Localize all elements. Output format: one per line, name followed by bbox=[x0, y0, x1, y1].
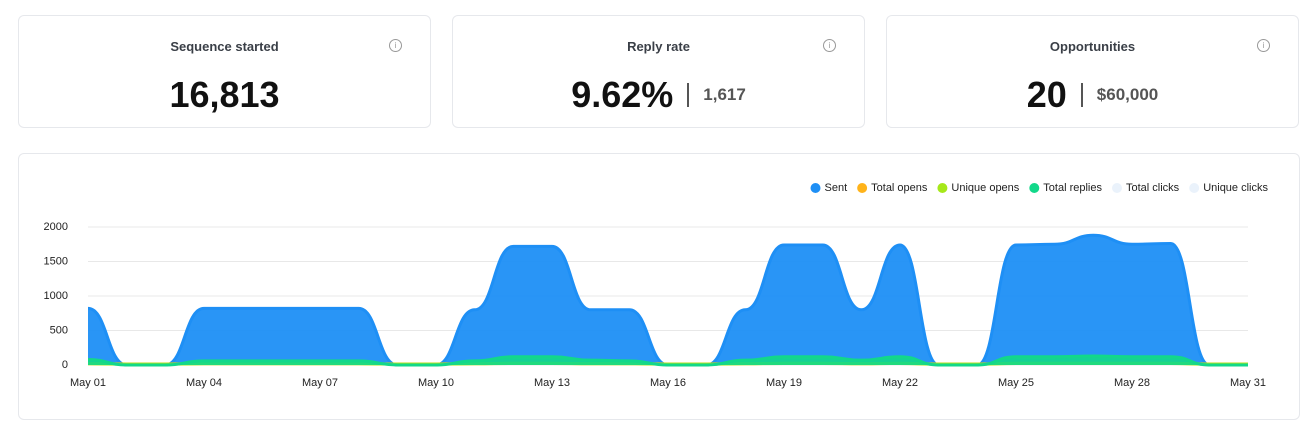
separator bbox=[1080, 83, 1083, 107]
legend-swatch bbox=[857, 183, 868, 193]
x-tick-label: May 28 bbox=[1114, 377, 1150, 389]
card-secondary: 1,617 bbox=[703, 85, 746, 104]
y-tick-label: 1000 bbox=[44, 290, 68, 302]
card-secondary: $60,000 bbox=[1096, 85, 1159, 104]
y-tick-label: 1500 bbox=[44, 255, 68, 267]
y-tick-label: 500 bbox=[50, 324, 68, 336]
kpi-card: Opportunities i 20 $60,000 bbox=[886, 15, 1299, 128]
separator bbox=[687, 83, 690, 107]
card-title: Opportunities bbox=[1049, 39, 1136, 54]
legend-label: Total replies bbox=[1043, 182, 1102, 194]
x-tick-label: May 07 bbox=[302, 377, 338, 389]
y-tick-label: 2000 bbox=[44, 221, 68, 233]
legend-swatch bbox=[1029, 183, 1040, 193]
y-tick-label: 0 bbox=[62, 359, 68, 371]
x-tick-label: May 01 bbox=[70, 377, 106, 389]
legend-label: Unique clicks bbox=[1203, 182, 1268, 194]
x-tick-label: May 04 bbox=[186, 377, 222, 389]
info-icon[interactable]: i bbox=[1257, 39, 1270, 52]
x-tick-label: May 31 bbox=[1230, 377, 1266, 389]
card-title: Sequence started bbox=[170, 39, 279, 54]
legend-label: Total clicks bbox=[1126, 182, 1180, 194]
chart-card bbox=[18, 153, 1300, 420]
card-value: 9.62% bbox=[571, 74, 674, 115]
legend-swatch bbox=[937, 183, 948, 193]
legend-label: Total opens bbox=[871, 182, 928, 194]
info-icon[interactable]: i bbox=[389, 39, 402, 52]
legend-label: Unique opens bbox=[951, 182, 1019, 194]
legend-swatch bbox=[810, 183, 821, 193]
x-tick-label: May 13 bbox=[534, 377, 570, 389]
x-tick-label: May 10 bbox=[418, 377, 454, 389]
x-tick-label: May 25 bbox=[998, 377, 1034, 389]
legend-swatch bbox=[1189, 183, 1200, 193]
legend-swatch bbox=[1112, 183, 1122, 193]
kpi-card: Sequence started i 16,813 bbox=[18, 15, 431, 128]
card-value: 16,813 bbox=[169, 74, 280, 115]
card-title: Reply rate bbox=[627, 39, 690, 54]
info-icon[interactable]: i bbox=[823, 39, 836, 52]
card-value: 20 bbox=[1026, 74, 1067, 115]
kpi-card: Reply rate i 9.62% 1,617 bbox=[452, 15, 865, 128]
x-tick-label: May 22 bbox=[882, 377, 918, 389]
x-tick-label: May 19 bbox=[766, 377, 802, 389]
area-line bbox=[87, 354, 1248, 367]
legend-label: Sent bbox=[825, 182, 848, 194]
area bbox=[88, 235, 1248, 365]
x-tick-label: May 16 bbox=[650, 377, 686, 389]
